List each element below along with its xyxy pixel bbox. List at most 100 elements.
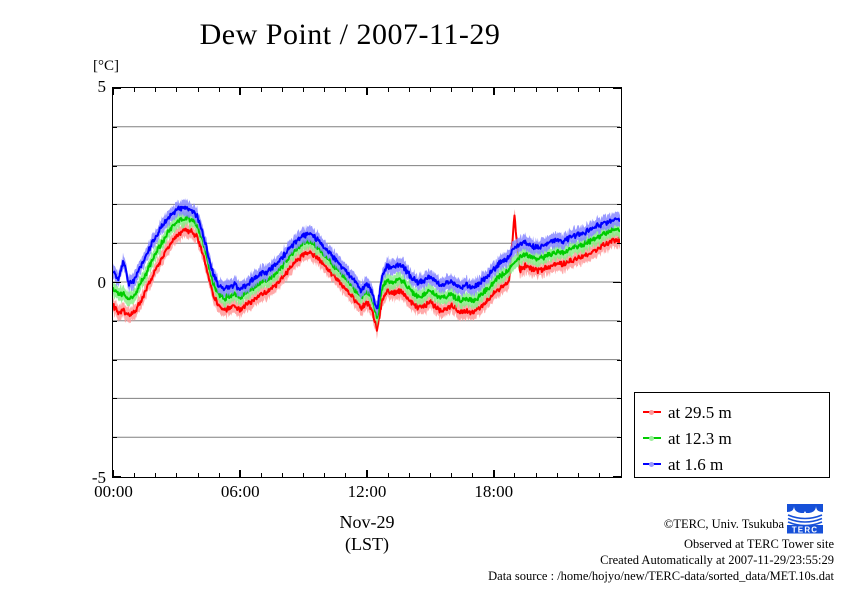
x-minor-tick-t [577,87,579,92]
legend-label-12-3m: at 12.3 m [668,428,732,448]
x-minor-tick-t [429,87,431,92]
y-minor-tick [112,437,117,439]
y-minor-tick-r [617,165,622,167]
x-major-tick [239,470,242,478]
y-major-tick [112,281,121,284]
x-minor-tick [134,473,136,478]
x-major-tick [112,470,115,478]
x-minor-tick-t [345,87,347,92]
x-minor-tick [303,473,305,478]
y-minor-tick [112,165,117,167]
x-tick-label-0600: 06:00 [220,482,260,501]
x-minor-tick-t [387,87,389,92]
x-minor-tick-t [451,87,452,92]
y-major-tick-r [613,281,622,284]
y-minor-tick-r [617,204,622,206]
x-minor-tick [514,473,516,478]
legend-item-1-6m[interactable]: at 1.6 m [643,451,829,477]
footer-observed-at: Observed at TERC Tower site [683,537,834,551]
x-minor-tick [260,473,262,478]
x-tick-label-1800: 18:00 [474,482,514,501]
x-minor-tick [535,473,537,478]
y-major-tick-r [613,87,622,90]
y-major-tick [112,87,121,90]
x-major-tick-t [112,87,115,95]
y-minor-tick-r [617,398,622,400]
y-tick-label-5: 5 [97,77,107,96]
legend-marker-icon-green [643,433,661,443]
y-major-tick [112,475,121,478]
x-minor-tick [197,473,199,478]
legend-label-1-6m: at 1.6 m [668,454,724,474]
x-minor-tick-t [176,87,178,92]
x-minor-tick-t [134,87,136,92]
y-axis-tick-labels: 5 0 -5 [76,0,106,595]
y-minor-tick [112,359,117,361]
legend-label-29-5m: at 29.5 m [668,402,732,422]
x-minor-tick-t [260,87,262,92]
terc-logo: TERC [786,503,824,534]
y-minor-tick [112,126,117,128]
x-minor-tick-t [197,87,199,92]
x-minor-tick-t [598,87,600,92]
plot-area [112,87,622,478]
x-major-tick-t [239,87,242,95]
y-minor-tick [112,243,117,245]
y-minor-tick [112,398,117,400]
y-axis-unit-label: [°C] [93,58,119,74]
y-minor-tick [112,204,117,206]
footer-created-at: Created Automatically at 2007-11-29/23:5… [600,553,834,567]
footer-copyright: ©TERC, Univ. Tsukuba [663,517,784,531]
x-minor-tick-t [514,87,516,92]
y-tick-label-0: 0 [97,273,107,292]
x-major-tick-t [492,87,495,95]
x-minor-tick [598,473,600,478]
x-minor-tick-t [218,87,220,92]
legend-item-12-3m[interactable]: at 12.3 m [643,425,829,451]
page-title: Dew Point / 2007-11-29 [199,18,501,51]
x-minor-tick [577,473,579,478]
x-minor-tick [218,473,220,478]
y-major-tick-r [613,475,622,478]
y-minor-tick-r [617,243,622,245]
legend-marker-icon-red [643,407,661,417]
terc-logo-text: TERC [792,525,819,534]
x-major-tick [366,470,368,478]
legend: at 29.5 m at 12.3 m at 1.6 m [634,392,830,478]
x-minor-tick [387,473,389,478]
x-minor-tick-t [408,87,410,92]
x-major-tick [492,470,495,478]
x-tick-label-1200: 12:00 [347,482,387,501]
x-minor-tick-t [535,87,537,92]
x-major-tick-t [366,87,368,95]
x-minor-tick-t [303,87,305,92]
x-minor-tick [176,473,178,478]
y-minor-tick-r [617,437,622,439]
x-minor-tick [155,473,157,478]
x-minor-tick [324,473,326,478]
x-axis-title-date: Nov-29 [339,512,395,532]
y-tick-label-neg5: -5 [91,468,106,487]
x-minor-tick [472,473,474,478]
y-minor-tick-r [617,359,622,361]
footer-data-source: Data source : /home/hojyo/new/TERC-data/… [488,569,834,583]
plot-inner [113,88,621,477]
legend-marker-icon-blue [643,459,661,469]
x-minor-tick [282,473,283,478]
x-axis-title-tz: (LST) [345,534,389,554]
chart-canvas [113,126,620,438]
x-minor-tick [429,473,431,478]
x-minor-tick-t [472,87,474,92]
x-minor-tick [451,473,452,478]
y-minor-tick-r [617,320,622,322]
x-minor-tick-t [282,87,283,92]
y-minor-tick [112,320,117,322]
x-minor-tick-t [556,87,558,92]
x-tick-label-0000: 00:00 [94,482,133,501]
x-minor-tick [408,473,410,478]
legend-item-29-5m[interactable]: at 29.5 m [643,399,829,425]
x-minor-tick [345,473,347,478]
x-minor-tick [556,473,558,478]
x-minor-tick-t [324,87,326,92]
